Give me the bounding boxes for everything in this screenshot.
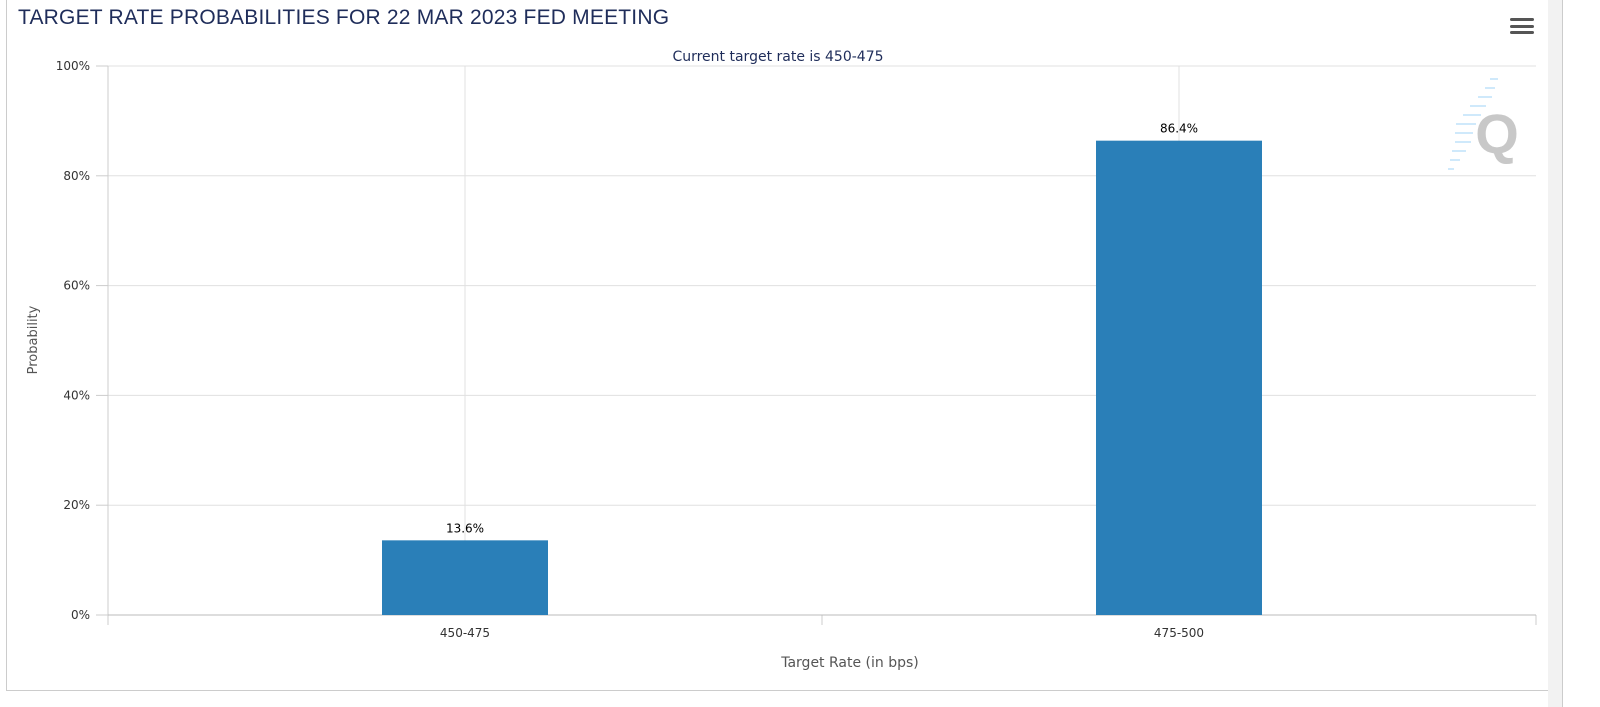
watermark-logo: Q: [1448, 78, 1519, 170]
y-tick-label: 100%: [56, 59, 90, 73]
window-scrollbar[interactable]: [1548, 0, 1563, 707]
y-tick-label: 60%: [63, 279, 90, 293]
x-tick-label: 475-500: [1154, 626, 1204, 640]
data-label: 86.4%: [1160, 122, 1198, 136]
bar-475-500: [1096, 140, 1262, 615]
x-axis-title: Target Rate (in bps): [780, 655, 919, 671]
chart-title: TARGET RATE PROBABILITIES FOR 22 MAR 202…: [18, 6, 670, 29]
chart-subtitle: Current target rate is 450-475: [672, 49, 883, 65]
y-tick-label: 20%: [63, 498, 90, 512]
svg-text:Q: Q: [1475, 102, 1519, 165]
y-tick-label: 0%: [71, 608, 90, 622]
bar-450-475: [382, 540, 548, 615]
x-tick-label: 450-475: [440, 626, 490, 640]
chart-svg: 0% 20% 40% 60% 80% 100% 450-475 475-500 Q 13.6%…: [26, 49, 1537, 671]
y-axis-title: Probability: [26, 305, 41, 374]
y-tick-label: 40%: [63, 388, 90, 402]
y-tick-label: 80%: [63, 169, 90, 183]
chart-container: [6, 0, 1550, 691]
hamburger-menu-icon[interactable]: [1510, 18, 1534, 38]
data-label: 13.6%: [446, 521, 484, 535]
